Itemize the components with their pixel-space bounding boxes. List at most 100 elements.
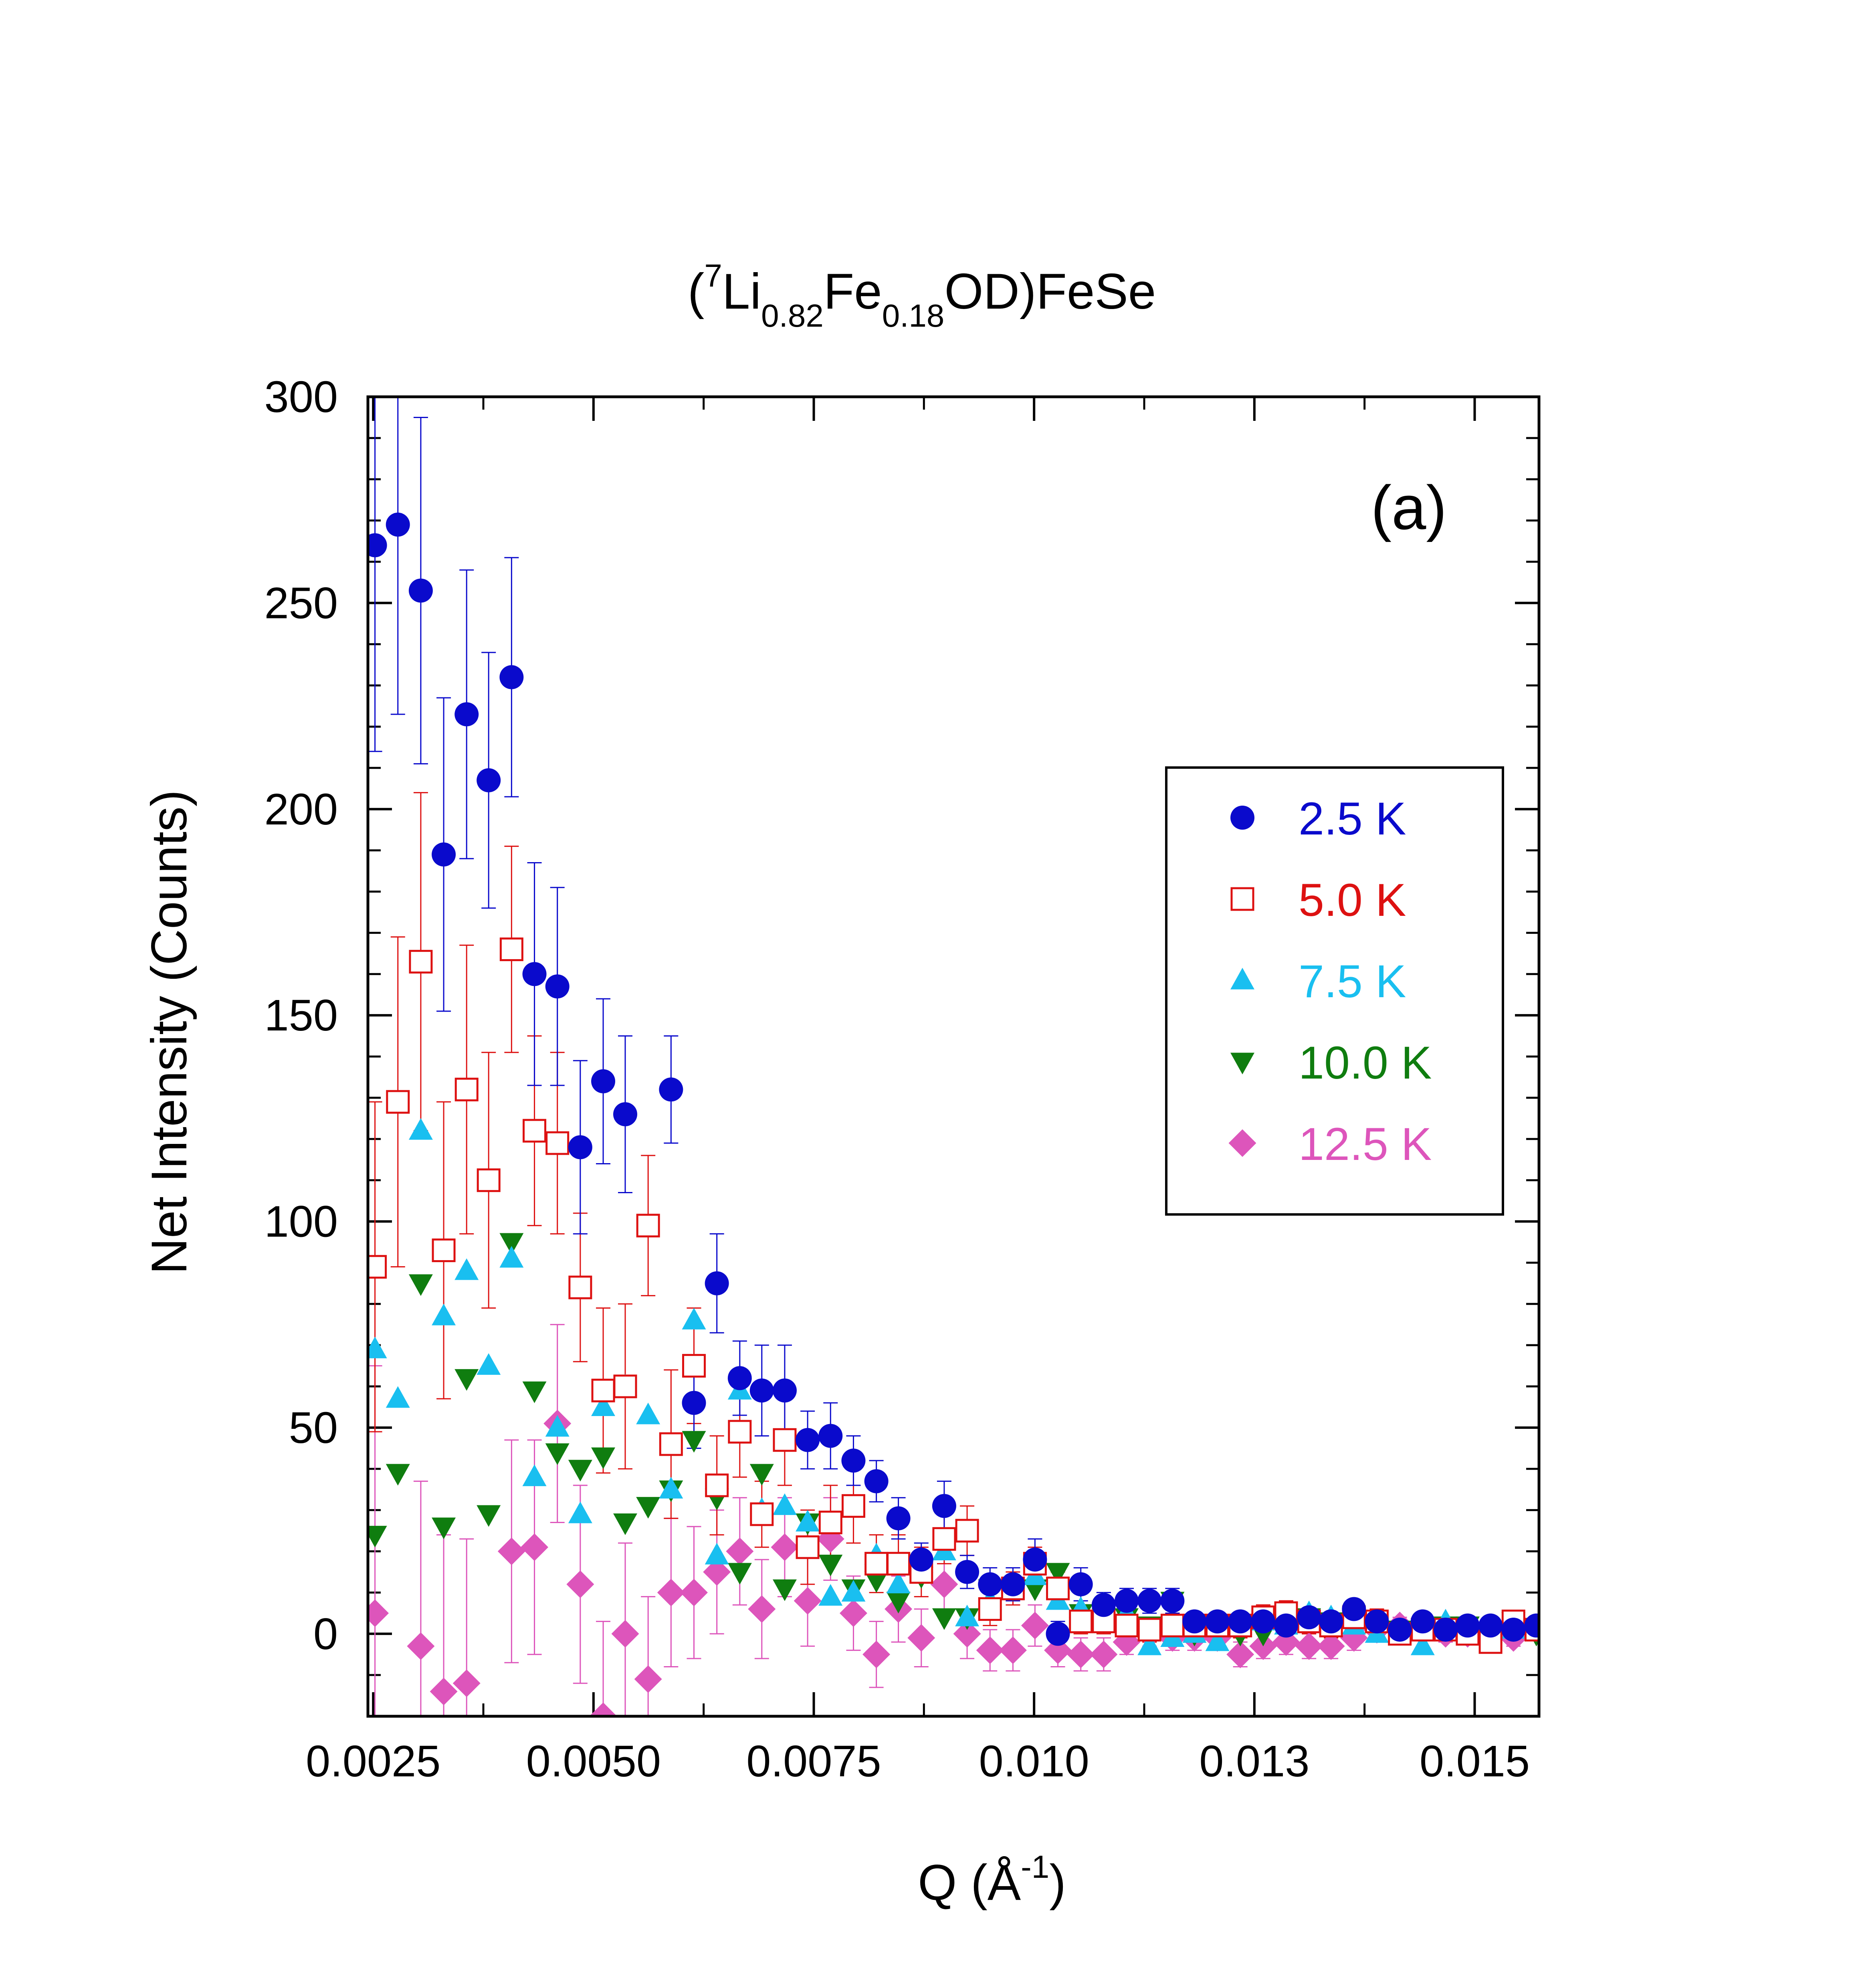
data-point-10-0-k	[568, 1460, 592, 1482]
data-point-7-5-k	[454, 1258, 479, 1280]
data-point-2-5-k	[864, 1469, 889, 1493]
y-tick-label: 50	[289, 1403, 338, 1453]
data-point-2-5-k	[1115, 1588, 1139, 1613]
data-point-2-5-k	[682, 1391, 706, 1415]
chart-title-part: Li	[722, 264, 761, 319]
data-point-2-5-k	[955, 1560, 980, 1584]
data-point-5-0-k	[1160, 1614, 1184, 1638]
data-point-2-5-k	[408, 578, 433, 603]
legend-label: 12.5 K	[1299, 1119, 1432, 1170]
chart-title-part: (	[688, 264, 705, 319]
legend-marker	[1230, 968, 1254, 990]
data-point-5-0-k	[454, 1077, 479, 1101]
data-point-2-5-k	[659, 1077, 683, 1102]
data-point-12-5-k	[611, 1620, 639, 1648]
data-point-5-0-k	[636, 1214, 660, 1238]
y-tick-label: 250	[264, 578, 338, 628]
data-point-2-5-k	[1137, 1588, 1162, 1613]
data-point-12-5-k	[839, 1599, 867, 1627]
y-axis-title: Net Intensity (Counts)	[141, 790, 197, 1275]
data-point-2-5-k	[613, 1102, 638, 1127]
data-point-10-0-k	[454, 1369, 479, 1391]
data-point-2-5-k	[727, 1366, 752, 1390]
data-point-7-5-k	[772, 1493, 797, 1515]
data-point-2-5-k	[477, 768, 501, 792]
legend-box	[1165, 766, 1504, 1216]
data-point-2-5-k	[772, 1378, 797, 1403]
data-point-5-0-k	[523, 1119, 547, 1143]
data-point-2-5-k	[1478, 1613, 1503, 1638]
data-point-5-0-k	[409, 950, 433, 974]
legend-label: 2.5 K	[1299, 793, 1406, 844]
data-point-5-0-k	[1115, 1614, 1139, 1638]
chart-title: (7Li0.82Fe0.18OD)FeSe	[688, 258, 1156, 333]
data-point-2-5-k	[1023, 1548, 1047, 1572]
data-point-10-0-k	[932, 1608, 956, 1630]
data-point-2-5-k	[886, 1506, 911, 1531]
data-point-2-5-k	[1001, 1572, 1025, 1596]
y-tick-label: 300	[264, 372, 338, 422]
x-tick-label: 0.015	[1420, 1737, 1530, 1786]
data-point-2-5-k	[1068, 1572, 1093, 1596]
data-point-2-5-k	[1160, 1588, 1185, 1613]
data-point-5-0-k	[545, 1131, 570, 1155]
data-point-2-5-k	[1205, 1609, 1230, 1634]
y-tick-label: 0	[313, 1609, 338, 1659]
data-point-10-0-k	[772, 1579, 797, 1601]
data-point-2-5-k	[1342, 1597, 1366, 1621]
data-point-2-5-k	[1046, 1622, 1070, 1646]
data-point-10-0-k	[522, 1381, 547, 1403]
data-point-12-5-k	[589, 1702, 617, 1716]
data-point-5-0-k	[499, 937, 523, 962]
data-point-10-0-k	[727, 1563, 752, 1585]
x-tick-label: 0.0075	[746, 1737, 881, 1786]
data-point-5-0-k	[887, 1552, 911, 1576]
data-point-10-0-k	[1046, 1563, 1070, 1585]
data-point-12-5-k	[1317, 1632, 1345, 1660]
legend-marker	[1228, 1129, 1256, 1157]
y-tick-label: 150	[264, 991, 338, 1040]
data-point-2-5-k	[818, 1424, 843, 1448]
data-point-2-5-k	[545, 974, 570, 999]
data-point-5-0-k	[386, 1090, 410, 1114]
chart-title-part: 0.82	[761, 298, 824, 333]
data-point-5-0-k	[728, 1420, 752, 1444]
data-point-5-0-k	[568, 1275, 592, 1299]
data-point-7-5-k	[568, 1501, 592, 1523]
data-point-2-5-k	[705, 1271, 729, 1295]
data-point-7-5-k	[545, 1415, 570, 1437]
x-axis-title: Q (Å-1)	[918, 1849, 1066, 1911]
data-point-2-5-k	[368, 533, 387, 558]
plot-frame	[366, 395, 1541, 1718]
chart-title-part: OD)FeSe	[944, 264, 1156, 319]
data-point-2-5-k	[978, 1572, 1002, 1596]
data-point-7-5-k	[591, 1394, 616, 1416]
data-point-10-0-k	[432, 1517, 456, 1539]
x-tick-label: 0.013	[1199, 1737, 1309, 1786]
data-point-12-5-k	[430, 1677, 458, 1705]
data-point-5-0-k	[1137, 1618, 1161, 1642]
data-point-5-0-k	[432, 1238, 456, 1263]
data-point-10-0-k	[499, 1233, 524, 1255]
data-point-12-5-k	[907, 1624, 935, 1652]
data-point-2-5-k	[432, 842, 456, 867]
data-point-5-0-k	[750, 1502, 774, 1526]
data-point-12-5-k	[1295, 1632, 1323, 1660]
data-point-5-0-k	[818, 1510, 842, 1534]
data-point-12-5-k	[771, 1533, 799, 1561]
data-point-7-5-k	[818, 1584, 843, 1606]
data-point-2-5-k	[1501, 1617, 1526, 1642]
data-point-10-0-k	[886, 1592, 911, 1614]
x-tick-label: 0.010	[979, 1737, 1089, 1786]
data-point-12-5-k	[1021, 1612, 1049, 1640]
data-point-12-5-k	[1090, 1641, 1118, 1669]
data-point-5-0-k	[955, 1519, 979, 1543]
legend-label: 7.5 K	[1299, 956, 1406, 1007]
data-point-10-0-k	[545, 1443, 570, 1465]
data-point-7-5-k	[522, 1464, 547, 1486]
data-point-5-0-k	[864, 1552, 889, 1576]
data-point-12-5-k	[566, 1570, 594, 1598]
data-point-5-0-k	[796, 1535, 820, 1559]
data-point-2-5-k	[1274, 1613, 1298, 1638]
